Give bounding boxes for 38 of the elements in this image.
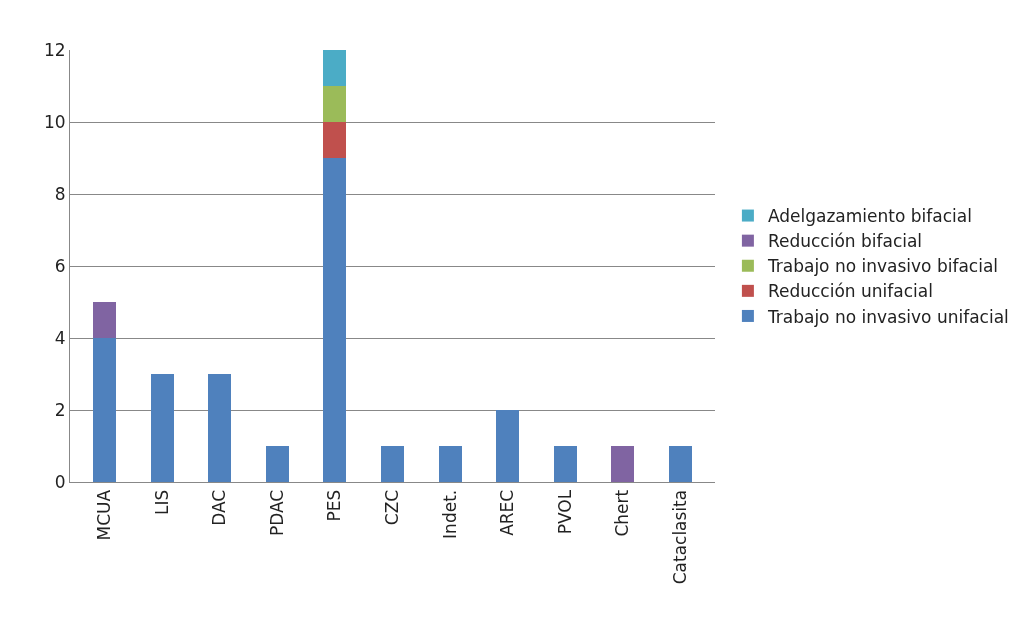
bar [380,446,405,482]
bar [323,158,347,482]
x-tick-label: PVOL [554,489,575,535]
legend-label: Trabajo no invasivo bifacial [766,256,999,277]
x-tick-label: PES [324,489,345,522]
bar [323,122,347,158]
bar [323,86,347,122]
bar [265,446,289,482]
x-tick-label: PDAC [266,489,287,537]
legend-label: Reducción bifacial [767,231,923,252]
bar [496,410,520,482]
x-tick-label: DAC [209,489,230,526]
y-tick-label: 8 [54,183,66,204]
x-tick-label: MCUA [94,489,115,541]
y-tick-label: 2 [54,399,66,420]
y-tick-label: 12 [43,39,66,60]
bar [438,446,462,482]
y-tick-label: 4 [54,327,66,348]
x-tick-label: AREC [497,489,518,536]
bar [150,374,174,482]
y-tick-label: 6 [54,255,66,276]
bar [668,446,692,482]
x-tick-label: Cataclasita [669,489,690,585]
y-tick-label: 10 [43,111,66,132]
x-tick-label: LIS [151,489,172,516]
x-tick-label: Chert [612,489,633,537]
x-tick-label: Indet. [439,489,460,539]
bar [208,374,232,482]
legend-label: Reducción unifacial [767,281,933,302]
bar [93,338,117,482]
bar [323,50,347,86]
bar [611,446,635,482]
legend-label: Adelgazamiento bifacial [767,206,972,227]
legend-label: Trabajo no invasivo unifacial [766,306,1009,327]
bar [93,302,117,338]
y-tick-label: 0 [54,471,66,492]
bar [553,446,577,482]
x-tick-label: CZC [382,489,403,526]
